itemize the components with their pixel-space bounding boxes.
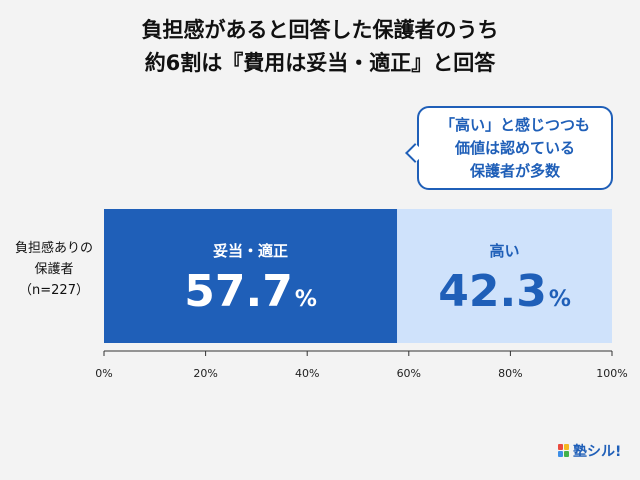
callout-line1: 「高い」と感じつつも	[439, 116, 590, 134]
data-label-1: 57.7%	[184, 266, 317, 317]
logo-mark-icon	[558, 444, 570, 458]
category-label-line3: （n=227）	[19, 283, 89, 298]
data-label-2: 42.3%	[438, 266, 571, 317]
callout-text: 「高い」と感じつつも 価値は認めている 保護者が多数	[417, 114, 613, 183]
x-tick-label-4: 80%	[498, 367, 522, 380]
chart-title-line2: 約6割は『費用は妥当・適正』と回答	[144, 51, 496, 75]
callout-line3: 保護者が多数	[469, 162, 560, 180]
chart-title-line1: 負担感があると回答した保護者のうち	[141, 18, 499, 42]
bar-segment-1	[104, 209, 398, 343]
x-tick-label-2: 40%	[295, 367, 319, 380]
x-tick-label-5: 100%	[596, 367, 627, 380]
bar-segment-2	[397, 209, 612, 343]
site-logo: 塾シル!	[558, 442, 621, 460]
segment-label-1: 妥当・適正	[213, 242, 288, 260]
logo-text: 塾シル!	[573, 444, 622, 460]
category-label-line1: 負担感ありの	[14, 241, 93, 256]
category-label: 負担感ありの 保護者 （n=227）	[8, 238, 100, 301]
chart-title: 負担感があると回答した保護者のうち 約6割は『費用は妥当・適正』と回答	[0, 14, 640, 80]
callout-line2: 価値は認めている	[454, 139, 575, 157]
segment-label-2: 高い	[490, 242, 520, 260]
x-tick-label-0: 0%	[95, 367, 112, 380]
x-tick-label-1: 20%	[193, 367, 217, 380]
x-tick-label-3: 60%	[397, 367, 421, 380]
category-label-line2: 保護者	[34, 262, 74, 277]
